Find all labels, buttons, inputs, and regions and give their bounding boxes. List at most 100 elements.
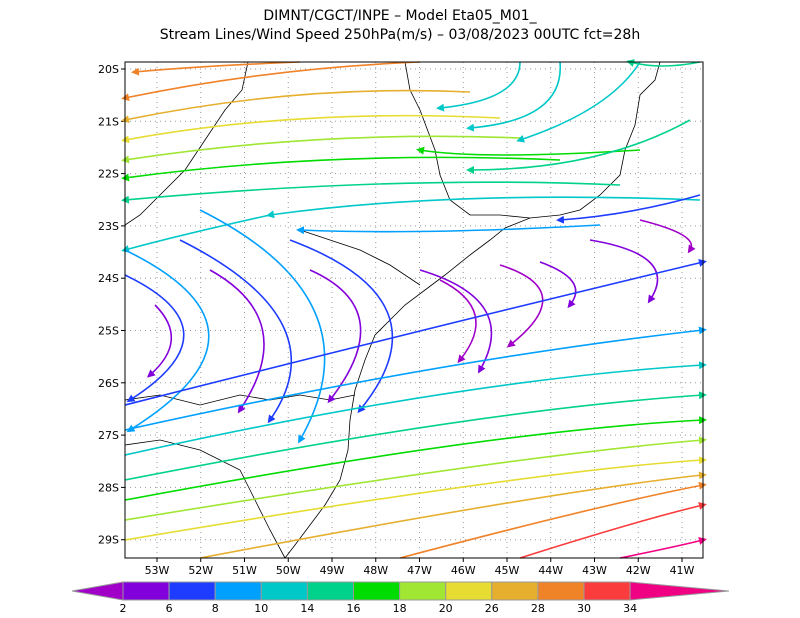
lon-label: 50W [276,564,301,577]
colorbar-box [306,581,354,601]
title-line-1: DIMNT/CGCT/INPE – Model Eta05_M01_ [263,8,537,24]
streamline [399,481,707,559]
streamline [589,239,659,304]
streamline [309,269,362,404]
streamline [124,436,707,521]
streamline [131,61,301,76]
streamline [121,181,621,204]
lon-label: 44W [538,564,563,577]
streamline [416,146,641,156]
streamline [556,194,701,224]
streamline [296,224,601,235]
lat-label: 25S [98,325,119,338]
streamline [121,196,701,253]
colorbar: 2 6 8 10 14 16 18 20 26 28 30 34 [71,581,730,615]
lat-label: 21S [98,115,119,128]
colorbar-box [399,581,447,601]
streamline [124,249,210,433]
lon-label: 49W [320,564,345,577]
lon-label: 43W [582,564,607,577]
lat-label: 29S [98,534,119,547]
state-border [124,394,356,406]
streamline [121,61,421,102]
colorbar-box [491,581,539,601]
map-frame [124,61,704,559]
colorbar-box [122,581,170,601]
streamline [179,239,293,424]
streamline [519,502,707,559]
lon-label: 41W [670,564,695,577]
lat-label: 26S [98,377,119,390]
lat-label: 23S [98,220,119,233]
lon-label: 42W [626,564,651,577]
lon-label: 52W [188,564,213,577]
streamline [499,264,544,348]
colorbar-label: 28 [531,602,545,615]
lon-label: 47W [407,564,432,577]
streamline [539,261,577,309]
streamline [466,119,691,174]
state-border [124,439,286,559]
streamline [121,156,561,182]
lon-label: 46W [451,564,476,577]
colorbar-label: 10 [254,602,268,615]
colorbar-label: 18 [393,602,407,615]
colorbar-label: 20 [439,602,453,615]
lat-label: 28S [98,481,119,494]
colorbar-label: 14 [300,602,314,615]
coastline [124,61,661,559]
coastline-path [284,61,661,559]
streamline [619,537,707,559]
streamline [124,259,707,406]
lat-label: 27S [98,429,119,442]
streamline [639,219,696,254]
colorbar-right-arrow [629,581,730,601]
lon-label: 51W [232,564,257,577]
streamline [466,61,561,132]
state-border [404,61,531,219]
streamline [124,456,707,541]
colorbar-box [445,581,493,601]
state-border [299,229,421,286]
colorbar-box [214,581,262,601]
colorbar-label: 8 [212,602,219,615]
colorbar-label: 30 [577,602,591,615]
streamline [209,269,265,414]
lat-label: 24S [98,272,119,285]
lat-label: 20S [98,63,119,76]
streamline [121,114,501,144]
colorbar-box [583,581,631,601]
streamline [124,361,707,456]
colorbar-box [168,581,216,601]
title-line-2: Stream Lines/Wind Speed 250hPa(m/s) – 03… [159,27,641,43]
streamline [516,61,641,143]
lon-label: 45W [495,564,520,577]
streamline [199,471,707,559]
colorbar-label: 2 [120,602,127,615]
streamline [124,416,707,501]
lat-label: 22S [98,168,119,181]
streamline [121,135,521,164]
colorbar-label: 26 [485,602,499,615]
streamline [626,59,701,67]
streamline [289,239,394,414]
colorbar-left-arrow [71,581,124,601]
streamline [124,391,707,481]
streamline [439,279,477,364]
colorbar-label: 16 [347,602,361,615]
colorbar-box [260,581,308,601]
colorbar-label: 6 [166,602,173,615]
streamline [419,269,493,374]
colorbar-box [537,581,585,601]
streamline [146,304,173,378]
streamline [124,274,185,403]
lon-label: 53W [145,564,170,577]
colorbar-label: 34 [623,602,637,615]
streamline [124,326,707,431]
streamline [121,89,471,124]
streamline [436,61,521,112]
lon-label: 48W [363,564,388,577]
colorbar-box [353,581,401,601]
streamline [199,209,326,444]
